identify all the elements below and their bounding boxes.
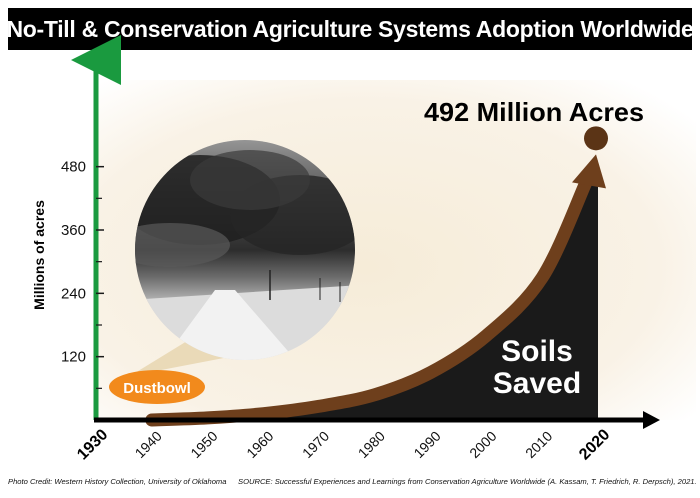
- y-tick-label: 360: [61, 222, 86, 239]
- x-tick-label: 1950: [187, 428, 220, 461]
- x-tick-label: 1930: [74, 426, 111, 463]
- soils-saved-line2: Saved: [493, 367, 581, 400]
- x-tick-label: 1980: [355, 428, 388, 461]
- photo-credit: Photo Credit: Western History Collection…: [8, 477, 227, 486]
- source-credit: SOURCE: Successful Experiences and Learn…: [238, 477, 697, 486]
- x-tick-label: 2000: [466, 428, 499, 461]
- dustbowl-label: Dustbowl: [123, 380, 191, 397]
- x-tick-label: 2010: [522, 428, 555, 461]
- adoption-area: [151, 160, 598, 421]
- soils-saved-line1: Soils: [501, 335, 573, 368]
- x-tick-label: 1990: [410, 428, 443, 461]
- dustbowl-badge: [109, 370, 205, 404]
- growth-arrow-head: [572, 154, 606, 189]
- y-tick-label: 240: [61, 285, 86, 302]
- x-tick-label: 1940: [132, 428, 165, 461]
- y-tick-label: 480: [61, 159, 86, 176]
- x-tick-label: 1970: [299, 428, 332, 461]
- y-tick-label: 120: [61, 349, 86, 366]
- chart-title: No-Till & Conservation Agriculture Syste…: [6, 8, 694, 50]
- x-axis-arrow-head: [643, 411, 660, 429]
- peak-value-label: 492 Million Acres: [424, 97, 644, 127]
- y-axis-label: Millions of acres: [31, 200, 47, 310]
- peak-marker: [584, 126, 608, 151]
- x-tick-label: 1960: [243, 428, 276, 461]
- x-tick-label: 2020: [576, 426, 613, 463]
- growth-arrow: [145, 175, 593, 427]
